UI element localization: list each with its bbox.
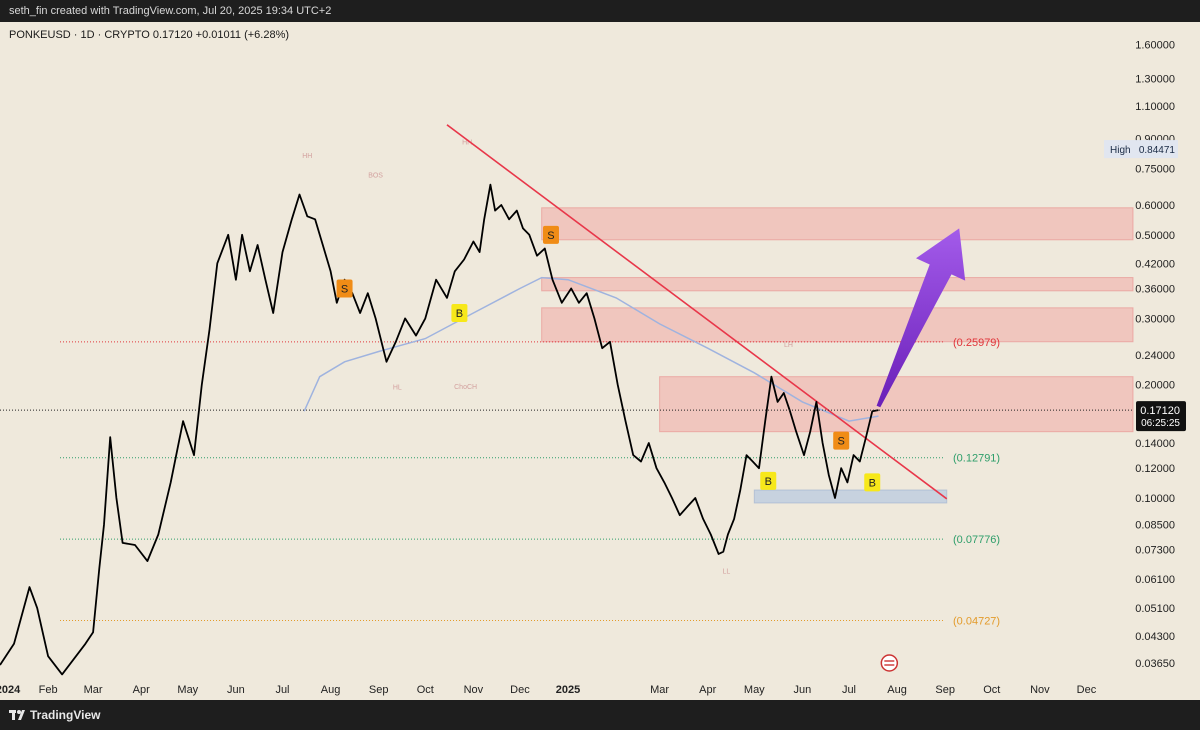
y-tick-16: 0.07300	[1135, 544, 1175, 556]
y-tick-17: 0.06100	[1135, 574, 1175, 586]
price-chart[interactable]: (0.25979) (0.12791) (0.07776) (0.04727) HH HH…	[0, 22, 1200, 700]
y-tick-4: 0.75000	[1135, 164, 1175, 176]
x-tick-18: Aug	[887, 684, 907, 696]
x-tick-1: Feb	[39, 684, 58, 696]
symbol-info: PONKEUSD · 1D · CRYPTO 0.17120 +0.01011 …	[9, 29, 289, 41]
y-tick-8: 0.36000	[1135, 284, 1175, 296]
tradingview-logo-icon[interactable]	[9, 708, 27, 722]
event-flag-icon	[880, 654, 899, 672]
trendline	[446, 124, 948, 500]
high-marker-label: High	[1110, 145, 1131, 156]
y-tick-6: 0.50000	[1135, 230, 1175, 242]
fib-level-label-3: (0.04727)	[953, 616, 1000, 628]
fib-level-label-2: (0.07776)	[953, 534, 1000, 546]
x-tick-2: Mar	[84, 684, 103, 696]
x-tick-7: Aug	[321, 684, 341, 696]
y-tick-10: 0.24000	[1135, 350, 1175, 362]
moving-average-line	[303, 276, 879, 422]
credit-text: seth_fin created with TradingView.com, J…	[9, 5, 332, 17]
x-tick-22: Dec	[1077, 684, 1097, 696]
x-tick-16: Jun	[794, 684, 812, 696]
zone-4	[753, 489, 948, 504]
x-tick-0: 2024	[0, 684, 21, 696]
signal-s-label-4: S	[838, 436, 845, 448]
y-tick-19: 0.04300	[1135, 631, 1175, 643]
signal-b-label-5: B	[869, 477, 876, 489]
y-tick-13: 0.12000	[1135, 463, 1175, 475]
x-tick-4: May	[177, 684, 198, 696]
signal-s-label-0: S	[341, 284, 348, 296]
signal-b-marker-1	[451, 303, 468, 322]
x-tick-21: Nov	[1030, 684, 1050, 696]
signal-b-marker-3	[760, 471, 777, 490]
y-tick-20: 0.03650	[1135, 658, 1175, 670]
zone-3	[659, 376, 1134, 433]
price-line	[0, 183, 879, 676]
x-tick-14: Apr	[699, 684, 716, 696]
structure-label-5: LL	[722, 569, 730, 576]
x-tick-10: Nov	[464, 684, 484, 696]
last-price-box	[1136, 401, 1186, 432]
x-tick-17: Jul	[842, 684, 856, 696]
y-tick-7: 0.42000	[1135, 258, 1175, 270]
x-tick-3: Apr	[133, 684, 150, 696]
zone-1	[541, 277, 1134, 292]
structure-label-2: BOS	[368, 173, 383, 180]
forecast-arrow	[876, 228, 966, 408]
fib-level-label-0: (0.25979)	[953, 337, 1000, 349]
zone-0	[541, 207, 1134, 241]
x-tick-12: 2025	[556, 684, 580, 696]
signal-s-marker-2	[542, 225, 559, 244]
y-tick-1: 1.30000	[1135, 74, 1175, 86]
y-tick-9: 0.30000	[1135, 313, 1175, 325]
chart-frame[interactable]: (0.25979) (0.12791) (0.07776) (0.04727) HH HH…	[0, 22, 1200, 700]
x-tick-13: Mar	[650, 684, 669, 696]
brand-text[interactable]: TradingView	[30, 708, 101, 722]
signal-s-marker-4	[833, 431, 850, 450]
structure-label-4: ChoCH	[454, 384, 477, 391]
structure-label-3: HL	[393, 385, 402, 392]
credit-bar: seth_fin created with TradingView.com, J…	[0, 0, 1200, 22]
x-tick-11: Dec	[510, 684, 530, 696]
x-tick-6: Jul	[275, 684, 289, 696]
x-tick-15: May	[744, 684, 765, 696]
y-tick-5: 0.60000	[1135, 200, 1175, 212]
structure-label-0: HH	[462, 139, 472, 146]
high-marker-value: 0.84471	[1139, 145, 1176, 156]
y-tick-2: 1.10000	[1135, 101, 1175, 113]
high-marker-box	[1104, 140, 1178, 159]
footer-bar: TradingView	[0, 700, 1200, 730]
fib-level-label-1: (0.12791)	[953, 453, 1000, 465]
y-tick-15: 0.08500	[1135, 520, 1175, 532]
y-tick-11: 0.20000	[1135, 380, 1175, 392]
signal-s-marker-0	[336, 279, 353, 298]
y-tick-14: 0.10000	[1135, 493, 1175, 505]
structure-label-1: HH	[302, 153, 312, 160]
signal-b-label-1: B	[456, 308, 463, 320]
x-tick-20: Oct	[983, 684, 1000, 696]
last-price-value: 0.17120	[1140, 405, 1180, 417]
bar-countdown: 06:25:25	[1141, 418, 1180, 429]
x-tick-19: Sep	[935, 684, 955, 696]
y-tick-12: 0.14000	[1135, 438, 1175, 450]
signal-b-marker-5	[864, 473, 881, 492]
y-tick-18: 0.05100	[1135, 603, 1175, 615]
x-tick-5: Jun	[227, 684, 245, 696]
signal-s-label-2: S	[547, 230, 554, 242]
structure-label-6: LH	[784, 342, 793, 349]
signal-b-label-3: B	[765, 476, 772, 488]
zone-2	[541, 307, 1134, 343]
y-tick-0: 1.60000	[1135, 40, 1175, 52]
x-tick-9: Oct	[417, 684, 434, 696]
x-tick-8: Sep	[369, 684, 389, 696]
